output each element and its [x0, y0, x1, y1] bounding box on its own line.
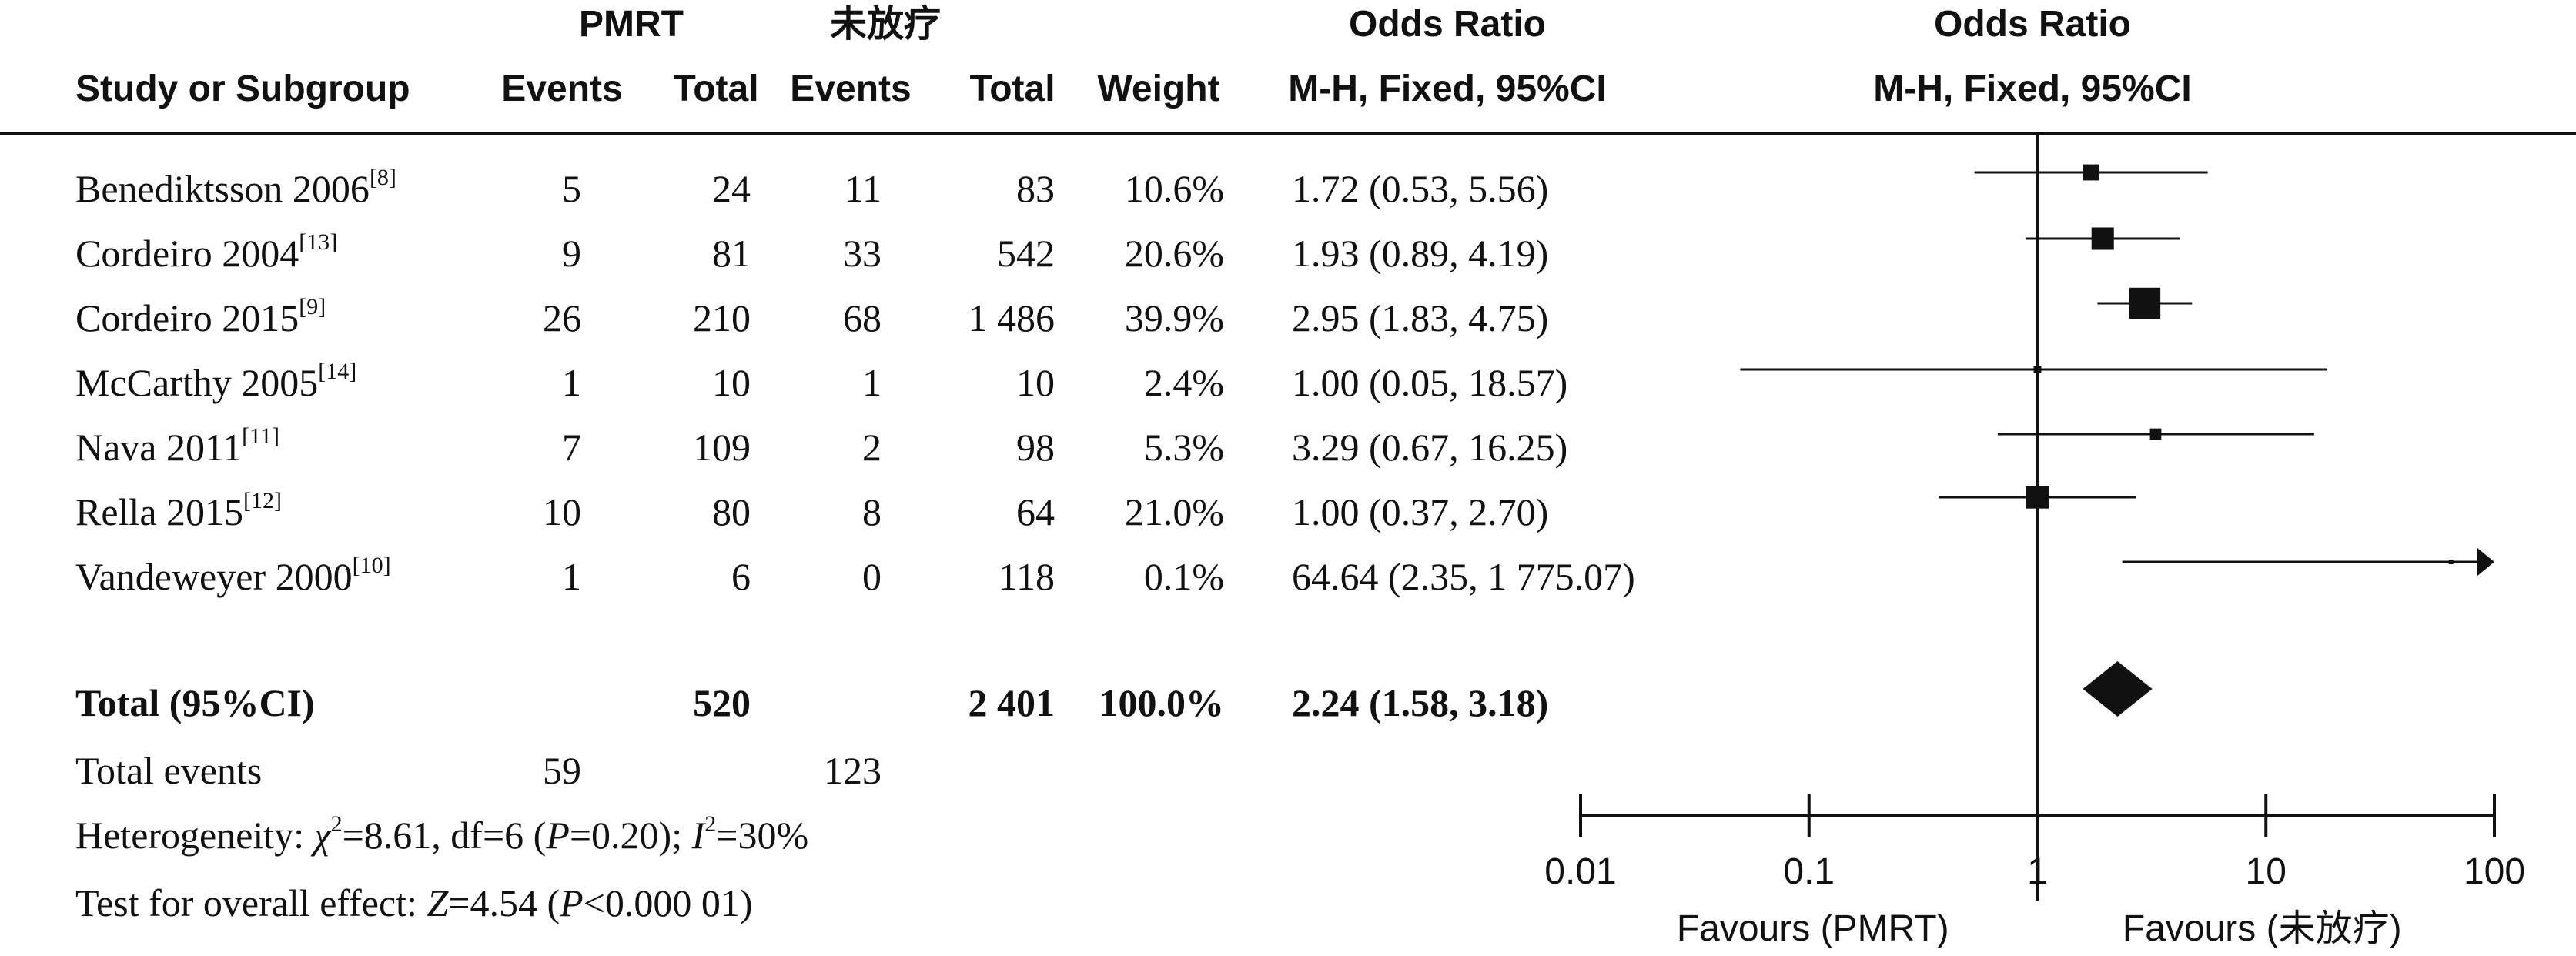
x-tick-label: 100	[2464, 851, 2525, 892]
x-tick-label: 1	[2027, 851, 2048, 892]
study-marker	[2083, 165, 2099, 181]
study-marker	[2092, 227, 2114, 249]
study-marker	[2150, 429, 2162, 440]
study-marker	[2129, 288, 2160, 319]
x-tick-label: 0.1	[1783, 851, 1835, 892]
study-marker	[2034, 366, 2042, 373]
study-marker	[2449, 560, 2454, 564]
x-tick-label: 10	[2246, 851, 2287, 892]
favours-right-label: Favours (未放疗)	[2123, 908, 2402, 949]
favours-left-label: Favours (PMRT)	[1677, 908, 1949, 949]
ci-arrow	[2477, 548, 2494, 576]
pooled-diamond	[2083, 661, 2152, 717]
x-tick-label: 0.01	[1544, 851, 1616, 892]
study-marker	[2026, 486, 2049, 508]
